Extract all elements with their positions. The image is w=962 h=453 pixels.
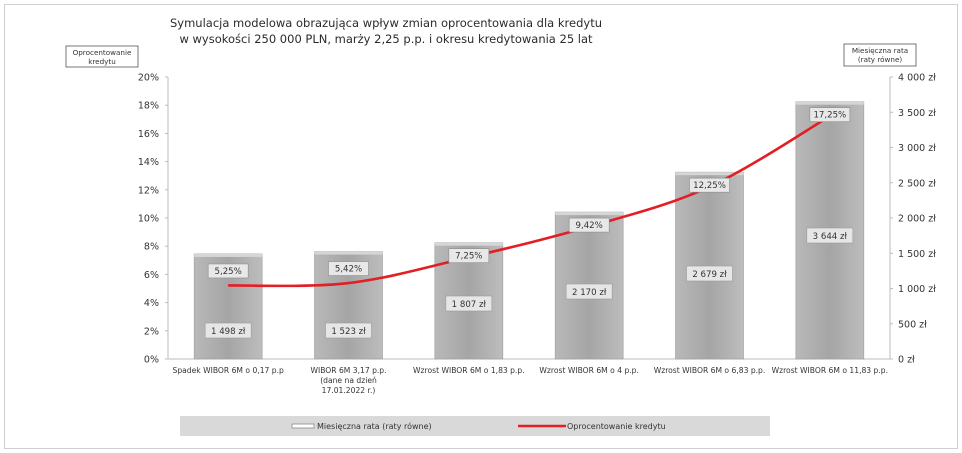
percent-label-box xyxy=(689,177,730,193)
right-tick-label: 1 500 zł xyxy=(898,249,936,260)
percent-label: 7,25% xyxy=(455,252,482,262)
bar-value-label: 2 170 zł xyxy=(572,288,607,298)
left-tick-label: 18% xyxy=(138,101,159,112)
right-tick-label: 2 500 zł xyxy=(898,178,936,189)
right-tick-label: 3 000 zł xyxy=(898,143,936,154)
bar-value-labels: 1 498 zł 1 523 zł 1 807 zł 2 170 zł 2 679 zł… xyxy=(204,227,854,339)
right-tick-label: 0 zł xyxy=(898,355,915,366)
category-label: Spadek WIBOR 6M o 0,17 p.p xyxy=(173,366,285,375)
right-axis-title-line-2: (raty równe) xyxy=(858,55,903,64)
percent-label-box xyxy=(448,248,490,263)
category-label: (dane na dzień xyxy=(320,376,377,385)
legend-bar-swatch xyxy=(291,423,315,429)
left-tick-label: 20% xyxy=(138,73,159,84)
category-label: Wzrost WIBOR 6M o 1,83 p.p. xyxy=(413,366,525,375)
left-tick-label: 2% xyxy=(144,326,159,337)
bar-value-label-box xyxy=(565,283,613,300)
category-label: 17.01.2022 r.) xyxy=(322,386,376,395)
right-axis-title-line-1: Miesięczna rata xyxy=(852,46,908,55)
left-tick-label: 0% xyxy=(144,355,159,366)
category-label: WIBOR 6M 3,17 p.p. xyxy=(310,366,386,375)
left-axis-title-box xyxy=(65,45,139,68)
bar-top-highlight xyxy=(314,251,383,255)
left-tick-label: 6% xyxy=(144,270,159,281)
bar-value-label: 2 679 zł xyxy=(692,270,727,280)
left-tick-label: 8% xyxy=(144,242,159,253)
left-tick-label: 4% xyxy=(144,298,159,309)
percent-label-box xyxy=(809,107,851,122)
bar-value-label-box xyxy=(686,265,733,282)
category-label: Wzrost WIBOR 6M o 4 p.p. xyxy=(539,366,639,375)
bar xyxy=(675,171,744,360)
left-tick-label: 14% xyxy=(138,157,159,168)
bar-top-highlight xyxy=(795,101,864,105)
bar-top-highlight xyxy=(194,253,263,257)
category-labels: Spadek WIBOR 6M o 0,17 p.p WIBOR 6M 3,17 … xyxy=(173,366,889,395)
legend-box xyxy=(180,416,770,436)
percent-label-box xyxy=(328,261,369,276)
percent-label: 12,25% xyxy=(693,181,726,191)
legend-bar-label: Miesięczna rata (raty równe) xyxy=(317,421,432,431)
chart-frame xyxy=(4,4,958,449)
percent-label: 17,25% xyxy=(813,111,846,121)
percent-labels: 5,25% 5,42% 7,25% 9,42% 12,25% 17,25% xyxy=(207,107,851,279)
bar-value-label-box xyxy=(204,322,252,339)
bar-value-label-box xyxy=(325,322,372,339)
left-axis-title-line-2: kredytu xyxy=(88,57,116,66)
bar-value-label-box xyxy=(806,227,854,244)
bar xyxy=(314,251,383,360)
bar-value-label: 1 523 zł xyxy=(331,327,366,337)
bar-top-highlight xyxy=(434,242,503,246)
right-tick-label: 3 500 zł xyxy=(898,108,936,119)
left-tick-label: 12% xyxy=(138,185,159,196)
bar-value-label-box xyxy=(445,295,493,312)
percent-label: 5,42% xyxy=(335,265,362,275)
right-tick-label: 2 000 zł xyxy=(898,214,936,225)
bar-value-label: 3 644 zł xyxy=(813,232,848,242)
bar-value-label: 1 498 zł xyxy=(211,327,246,337)
bar-top-highlight xyxy=(675,172,744,176)
chart-title-line-2: w wysokości 250 000 PLN, marży 2,25 p.p.… xyxy=(179,32,593,46)
category-label: Wzrost WIBOR 6M o 6,83 p.p. xyxy=(654,366,766,375)
bar-top-highlight xyxy=(555,212,624,216)
right-axis-title-box xyxy=(843,43,917,67)
percent-label-box xyxy=(207,263,249,279)
right-tick-label: 4 000 zł xyxy=(898,73,936,84)
right-axis-ticks: 0 zł 500 zł 1 000 zł 1 500 zł 2 000 zł 2 500 … xyxy=(890,73,936,366)
percent-label: 5,25% xyxy=(215,267,242,277)
bar-series xyxy=(193,101,865,360)
percent-label-box xyxy=(568,217,610,233)
left-axis-title-line-1: Oprocentowanie xyxy=(73,48,132,57)
percent-label: 9,42% xyxy=(576,221,603,231)
left-axis-ticks: 0% 2% 4% 6% 8% 10% 12% 14% 16% 18% 20% xyxy=(138,73,168,366)
left-tick-label: 16% xyxy=(138,129,159,140)
right-tick-label: 500 zł xyxy=(898,319,927,330)
chart-title-line-1: Symulacja modelowa obrazująca wpływ zmia… xyxy=(170,16,602,30)
right-tick-label: 1 000 zł xyxy=(898,284,936,295)
bar-value-label: 1 807 zł xyxy=(452,300,487,310)
category-label: Wzrost WIBOR 6M o 11,83 p.p. xyxy=(772,366,888,375)
legend-line-label: Oprocentowanie kredytu xyxy=(567,422,666,431)
left-tick-label: 10% xyxy=(138,214,159,225)
